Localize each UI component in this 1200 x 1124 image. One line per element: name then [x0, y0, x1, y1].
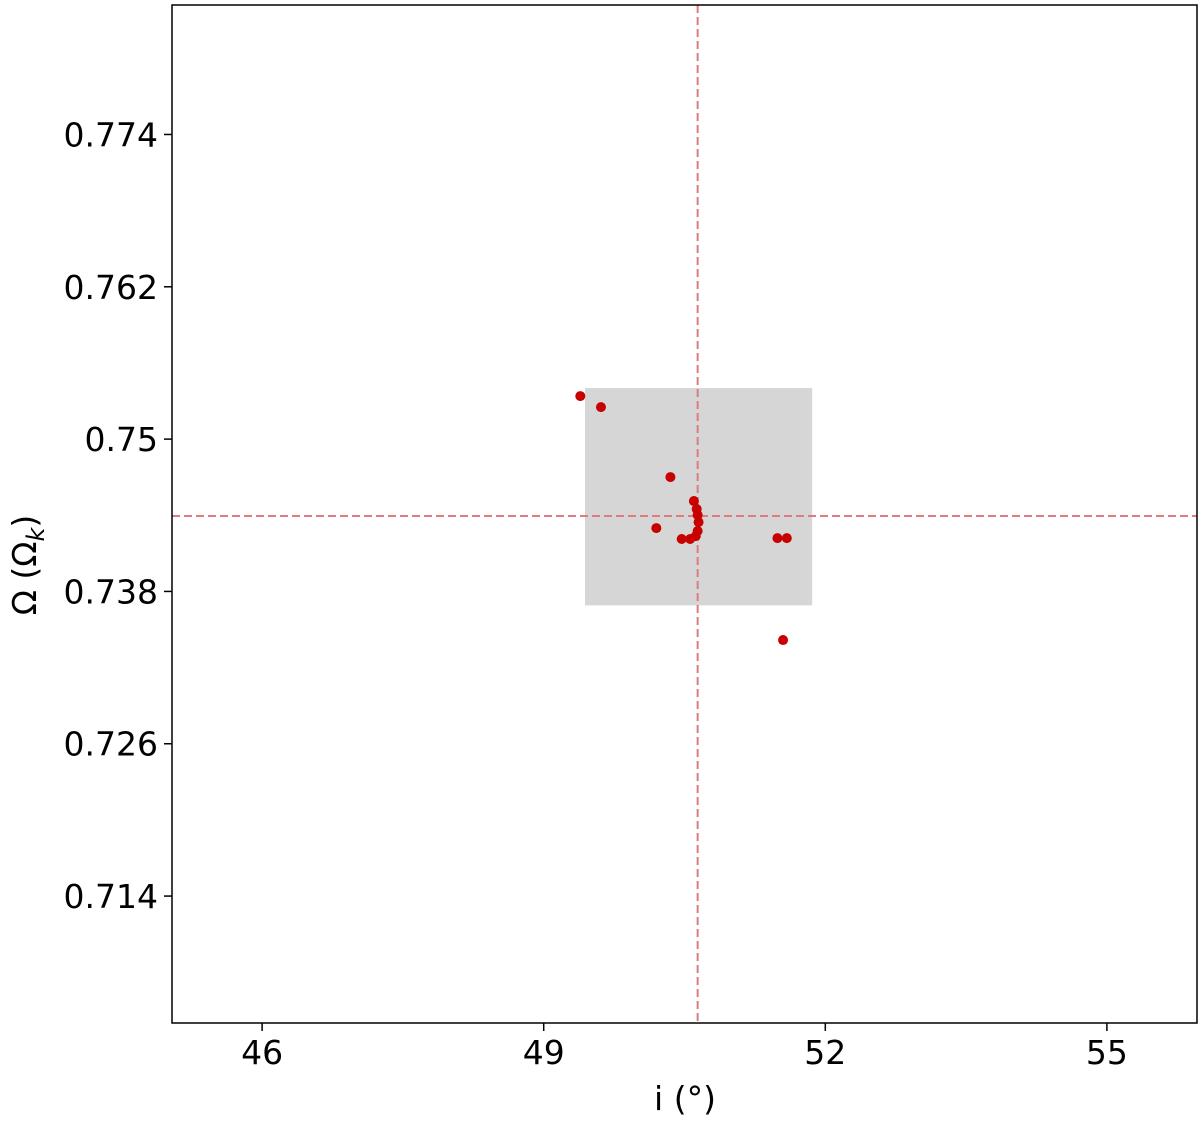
point: [595, 402, 606, 413]
point: [665, 472, 676, 483]
y-axis-label-sub: k: [22, 526, 50, 541]
x-tick-label: 55: [1086, 1033, 1128, 1072]
y-tick-label: 0.762: [64, 268, 158, 307]
x-tick-label: 46: [241, 1033, 283, 1072]
point: [778, 635, 789, 646]
y-tick-label: 0.738: [64, 572, 158, 611]
point: [690, 531, 701, 542]
x-tick-label: 52: [804, 1033, 846, 1072]
y-tick-label: 0.714: [64, 877, 158, 916]
y-axis-label: Ω (Ωk): [5, 515, 50, 616]
point: [772, 533, 783, 544]
x-axis-label: i (°): [654, 1079, 716, 1118]
point: [575, 391, 586, 402]
point: [781, 533, 792, 544]
plot-frame: [171, 4, 1198, 1024]
y-tick-label: 0.75: [85, 420, 158, 459]
y-tick-label: 0.774: [64, 115, 158, 154]
point: [693, 517, 704, 528]
point: [651, 523, 662, 534]
y-axis-label-main: Ω (Ω: [5, 541, 44, 615]
x-tick-label: 49: [523, 1033, 565, 1072]
y-axis-label-close: ): [5, 515, 44, 528]
point: [688, 496, 699, 507]
y-tick-label: 0.726: [64, 725, 158, 764]
point: [676, 534, 687, 545]
